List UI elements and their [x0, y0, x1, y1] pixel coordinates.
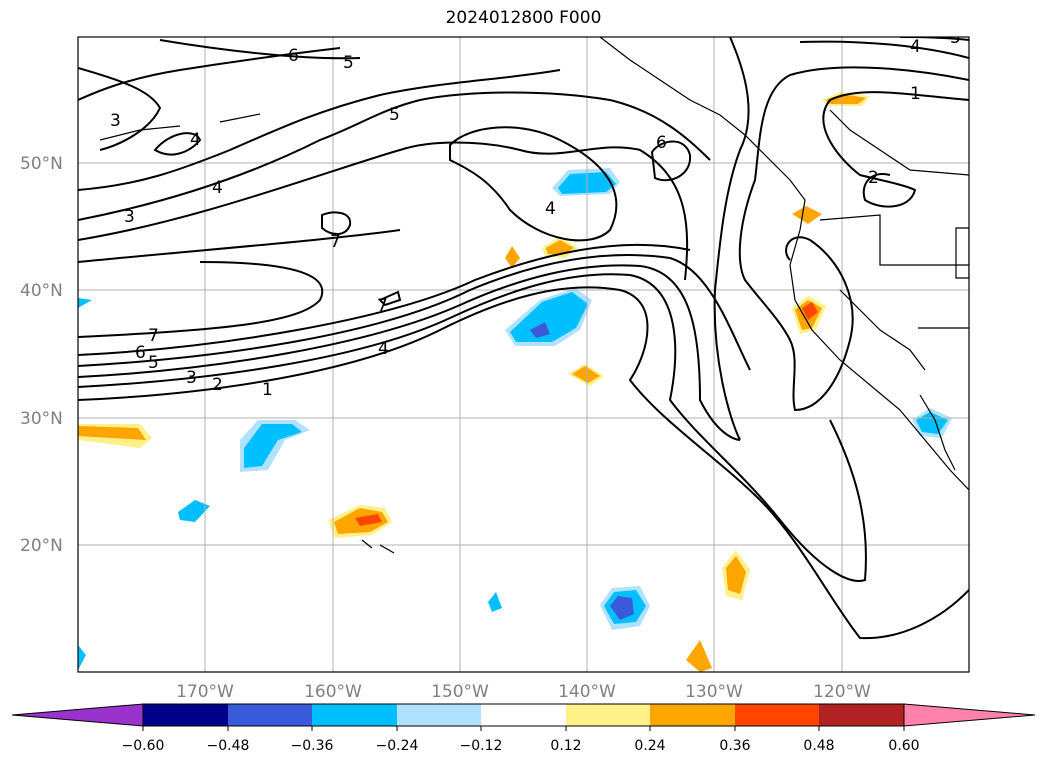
colorbar-tick-label: 0.24: [634, 738, 665, 754]
contour-label: 1: [910, 84, 921, 104]
contour-label: 5: [148, 353, 159, 373]
contour-label: 3: [186, 368, 197, 388]
contour-label: 7: [377, 296, 388, 316]
contour-label: 5: [343, 53, 354, 73]
contour-label: 4: [910, 37, 921, 57]
lat-label: 30°N: [20, 409, 63, 429]
colorbar-tick-label: 0.60: [888, 738, 919, 754]
lon-label: 150°W: [431, 682, 489, 702]
contour-label: 3: [110, 111, 121, 131]
lon-label: 160°W: [304, 682, 362, 702]
patch-small-blue-1: [178, 500, 210, 522]
colorbar-bin: [566, 704, 650, 726]
contour-label: 3: [124, 207, 135, 227]
colorbar: −0.60 −0.48 −0.36 −0.24 −0.12 0.12 0.24 …: [11, 703, 1036, 754]
colorbar-tick-label: −0.24: [376, 738, 419, 754]
lon-label: 120°W: [813, 682, 871, 702]
contour-label: 6: [288, 46, 299, 66]
colorbar-tick-label: −0.36: [291, 738, 334, 754]
contour-label: 4: [212, 178, 223, 198]
contour-label: 2: [868, 168, 879, 188]
lat-label: 50°N: [20, 154, 63, 174]
contour-label: 4: [378, 339, 389, 359]
colorbar-tick-label: 0.36: [719, 738, 750, 754]
lat-label: 20°N: [20, 536, 63, 556]
colorbar-tick-label: 0.12: [550, 738, 581, 754]
colorbar-bin: [312, 704, 397, 726]
colorbar-bin: [650, 704, 735, 726]
contour-lines: [78, 37, 969, 640]
colorbar-bin: [228, 704, 312, 726]
contour-label: 6: [135, 343, 146, 363]
colorbar-tick-label: 0.48: [803, 738, 834, 754]
longitude-labels: 170°W 160°W 150°W 140°W 130°W 120°W: [176, 682, 871, 702]
contour-label: 5: [950, 28, 961, 48]
lon-label: 130°W: [685, 682, 743, 702]
contour-label: 6: [656, 133, 667, 153]
contour-label: 2: [212, 375, 223, 395]
map-title: 2024012800 F000: [445, 8, 602, 28]
colorbar-extend-right: [903, 703, 1036, 727]
colorbar-tick-label: −0.12: [460, 738, 503, 754]
contour-label: 1: [262, 380, 273, 400]
colorbar-tick-label: −0.60: [122, 738, 165, 754]
map-panel: 6 5 3 4 4 3 5 6 4 1 2 4 7 7 7 6 5 3 2 1 …: [78, 28, 969, 672]
colorbar-bin: [143, 704, 228, 726]
contour-labels: 6 5 3 4 4 3 5 6 4 1 2 4 7 7 7 6 5 3 2 1 …: [110, 28, 961, 400]
colorbar-bin: [481, 704, 566, 726]
contour-label: 5: [389, 105, 400, 125]
lon-label: 140°W: [558, 682, 616, 702]
colorbar-bin: [397, 704, 481, 726]
colorbar-tick-label: −0.48: [207, 738, 250, 754]
shaded-field: [78, 92, 952, 672]
contour-label: 4: [545, 199, 556, 219]
contour-label: 7: [148, 326, 159, 346]
latitude-labels: 50°N 40°N 30°N 20°N: [20, 154, 63, 556]
map-frame: [77, 36, 970, 673]
colorbar-bin: [819, 704, 904, 726]
colorbar-bin: [735, 704, 819, 726]
contour-label: 4: [190, 130, 201, 150]
colorbar-extend-left: [11, 703, 144, 727]
contour-label: 7: [330, 232, 341, 252]
lon-label: 170°W: [176, 682, 234, 702]
lat-label: 40°N: [20, 281, 63, 301]
